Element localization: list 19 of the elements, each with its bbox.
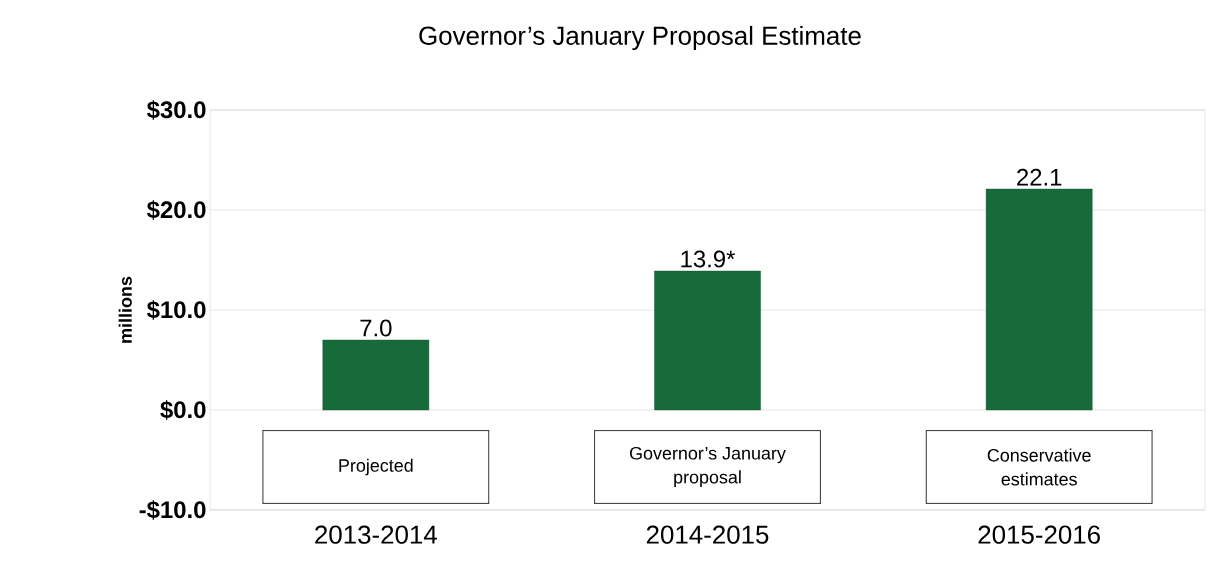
- annotation: Governor’s January proposal: [630, 446, 786, 488]
- y-tick-label: -$10.0: [139, 500, 206, 520]
- bar: [654, 270, 761, 411]
- annotation: Conservative estimates: [987, 448, 1091, 486]
- y-tick-label: $0.0: [160, 400, 206, 420]
- annotation: Projected: [339, 458, 413, 476]
- bar: [985, 188, 1093, 411]
- y-tick-label: $10.0: [146, 300, 206, 320]
- data-label: 7.0: [360, 319, 392, 337]
- chart-title: Governor’s January Proposal Estimate: [419, 25, 861, 51]
- y-tick-label: $20.0: [146, 200, 206, 220]
- x-tick-label: 2014-2015: [646, 525, 769, 544]
- data-label: 22.1: [1017, 168, 1062, 186]
- bar: [322, 339, 430, 411]
- y-tick-label: $30.0: [146, 100, 206, 120]
- y-axis-title: millions: [118, 276, 132, 343]
- x-tick-label: 2013-2014: [315, 525, 437, 544]
- data-label: 13.9*: [681, 250, 736, 268]
- x-tick-label: 2015-2016: [978, 525, 1100, 544]
